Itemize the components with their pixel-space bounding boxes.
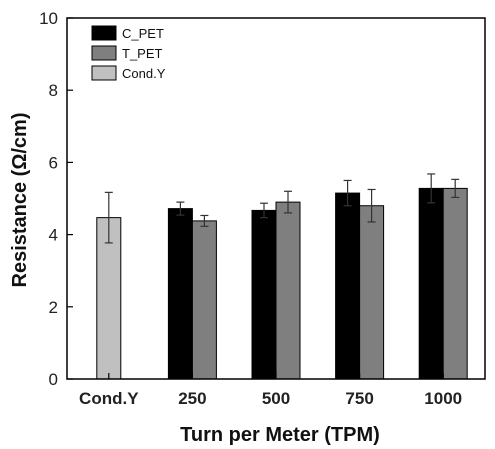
- y-axis: 0 2 4 6 8 10: [39, 9, 73, 389]
- bars-layer: [96, 187, 468, 380]
- legend-label: C_PET: [122, 26, 164, 41]
- legend-swatch: [91, 45, 117, 61]
- bar: [359, 205, 385, 380]
- legend: C_PET T_PET Cond.Y: [91, 25, 166, 81]
- legend-label: T_PET: [122, 46, 163, 61]
- y-tick-label: 8: [49, 81, 58, 100]
- x-axis-label: Turn per Meter (TPM): [180, 424, 380, 446]
- x-tick-label: 1000: [424, 389, 462, 408]
- x-axis: Cond.Y 250 500 750 1000: [79, 373, 462, 408]
- x-tick-label: 750: [345, 389, 373, 408]
- error-bars-layer: [104, 173, 460, 244]
- legend-label: Cond.Y: [122, 66, 166, 81]
- y-tick-label: 2: [49, 298, 58, 317]
- bar: [335, 192, 361, 380]
- bar: [418, 187, 444, 380]
- legend-swatch: [91, 65, 117, 81]
- bar: [191, 220, 217, 380]
- y-tick-label: 0: [49, 370, 58, 389]
- x-tick-label: Cond.Y: [79, 389, 139, 408]
- y-tick-label: 10: [39, 9, 58, 28]
- bar: [96, 217, 122, 380]
- bar: [442, 187, 468, 380]
- bar: [251, 209, 277, 380]
- x-tick-label: 250: [178, 389, 206, 408]
- y-tick-label: 4: [49, 226, 58, 245]
- legend-swatch: [91, 25, 117, 41]
- y-tick-label: 6: [49, 153, 58, 172]
- x-tick-label: 500: [262, 389, 290, 408]
- bar: [275, 201, 301, 380]
- y-axis-label: Resistance (Ω/cm): [9, 113, 31, 288]
- bar: [167, 208, 193, 380]
